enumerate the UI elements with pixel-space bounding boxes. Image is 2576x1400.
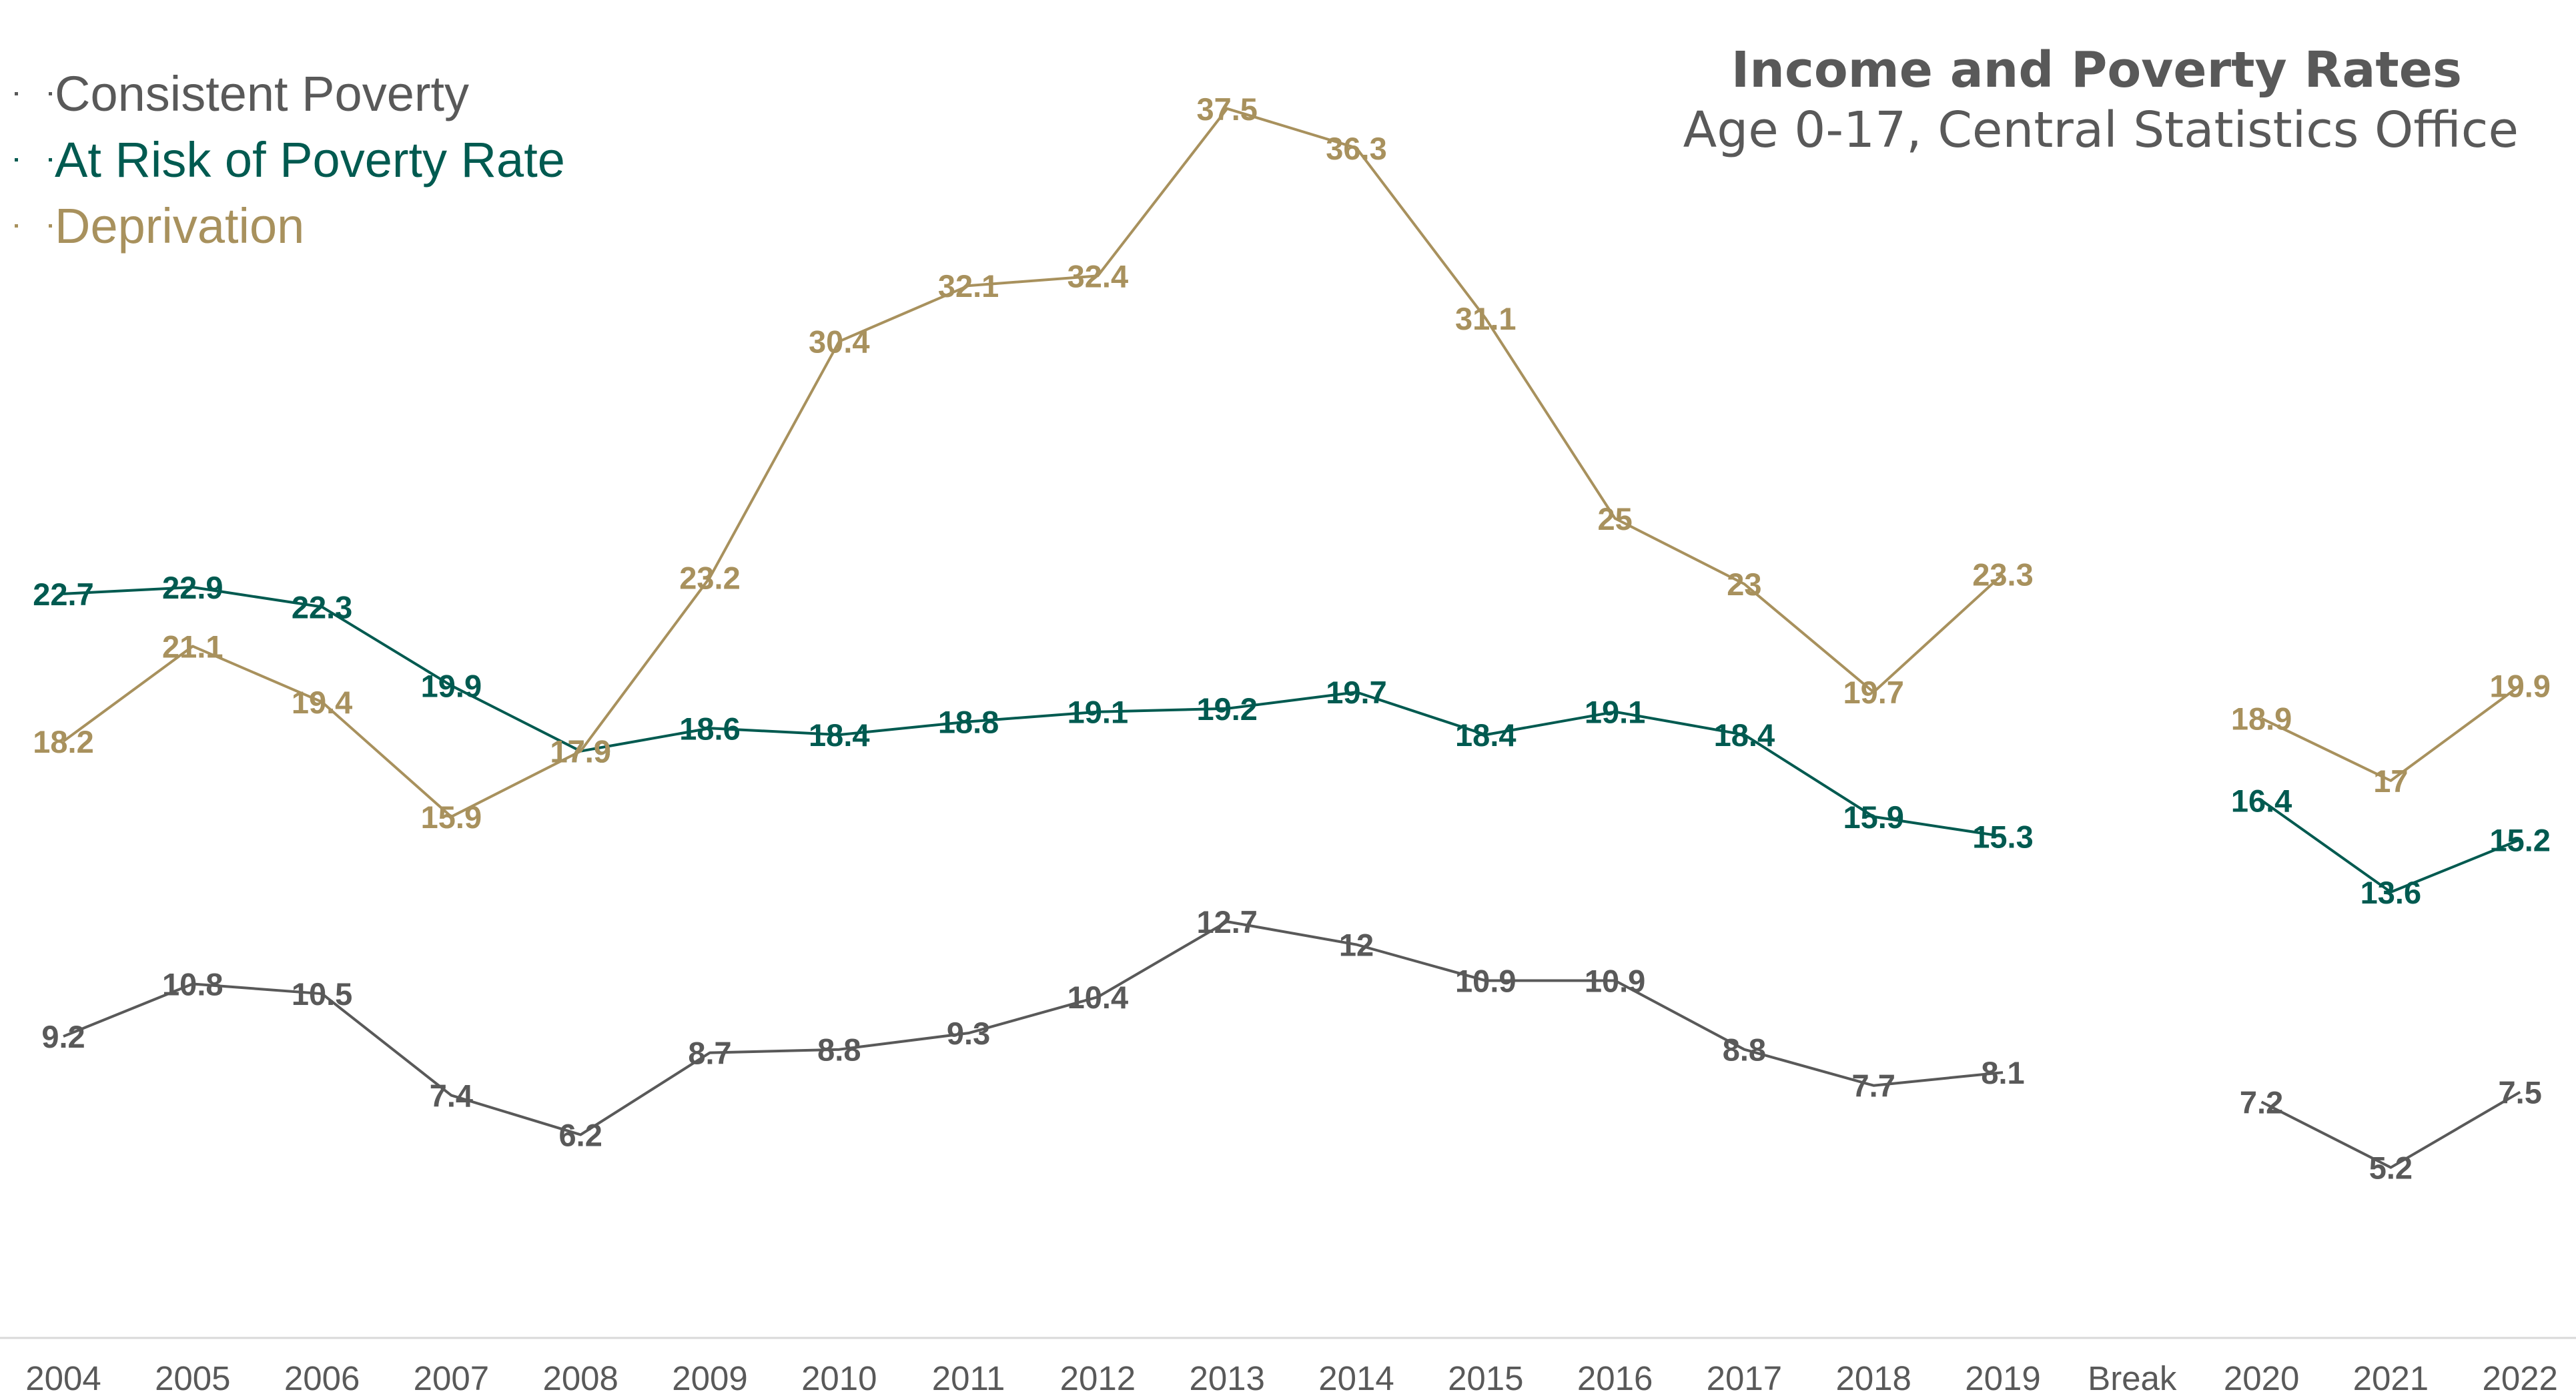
legend-marker — [49, 224, 52, 228]
data-label: 22.3 — [292, 590, 352, 625]
data-label: 30.4 — [809, 324, 869, 360]
data-label: 15.9 — [421, 799, 482, 835]
x-tick-label: 2010 — [801, 1359, 877, 1397]
data-label: 8.7 — [688, 1036, 731, 1071]
data-label: 18.4 — [1714, 717, 1775, 753]
x-tick-label: 2017 — [1707, 1359, 1782, 1397]
data-label: 19.4 — [292, 685, 352, 720]
x-tick-label: 2020 — [2224, 1359, 2299, 1397]
data-label: 36.3 — [1326, 131, 1386, 166]
data-label: 37.5 — [1196, 91, 1257, 127]
data-label: 8.1 — [1981, 1055, 2024, 1090]
data-label: 18.9 — [2231, 701, 2292, 737]
data-label: 17.9 — [550, 734, 610, 769]
legend-marker — [15, 224, 18, 228]
x-tick-label: 2011 — [932, 1359, 1005, 1397]
legend-marker — [49, 92, 52, 95]
data-label: 8.8 — [817, 1032, 861, 1068]
data-label: 19.7 — [1843, 675, 1903, 710]
data-label: 19.1 — [1067, 695, 1128, 730]
series-line-1 — [2260, 799, 2521, 894]
x-tick-label: 2012 — [1060, 1359, 1136, 1397]
series-lines — [62, 107, 2521, 1169]
x-tick-label: 2014 — [1318, 1359, 1394, 1397]
data-label: 22.9 — [162, 570, 223, 605]
x-tick-label: Break — [2088, 1359, 2177, 1397]
data-label: 19.9 — [421, 668, 482, 703]
x-tick-label: 2018 — [1835, 1359, 1911, 1397]
data-label: 32.1 — [938, 268, 999, 304]
legend-marker — [49, 158, 52, 161]
x-tick-label: 2006 — [284, 1359, 360, 1397]
x-tick-label: 2009 — [672, 1359, 747, 1397]
data-label: 9.2 — [41, 1019, 85, 1054]
legend-entry: Consistent Poverty — [55, 66, 469, 121]
data-label: 19.1 — [1585, 695, 1645, 730]
x-tick-label: 2021 — [2353, 1359, 2429, 1397]
legend-marker — [15, 158, 18, 161]
x-tick-label: 2004 — [25, 1359, 101, 1397]
x-tick-label: 2015 — [1448, 1359, 1523, 1397]
data-label: 10.9 — [1455, 964, 1516, 999]
data-label: 23.3 — [1972, 557, 2033, 592]
data-label: 18.6 — [679, 711, 740, 746]
data-label: 19.2 — [1196, 691, 1257, 727]
data-label: 22.7 — [33, 577, 93, 612]
data-label: 21.1 — [162, 629, 223, 664]
data-label: 17 — [2373, 763, 2408, 799]
data-label: 7.7 — [1852, 1068, 1895, 1104]
series-line-1 — [63, 586, 2004, 838]
data-label: 12.7 — [1196, 904, 1257, 940]
data-label: 16.4 — [2231, 783, 2292, 818]
data-label: 6.2 — [559, 1117, 602, 1152]
chart-title: Income and Poverty Rates — [1731, 41, 2462, 99]
series-line-0 — [63, 920, 2004, 1136]
data-label: 25 — [1597, 501, 1632, 537]
x-axis-ticks: 2004 2005 2006 2007 2008 2009 2010 2011 2012 2013… — [25, 1359, 2558, 1397]
data-label: 32.4 — [1067, 258, 1128, 294]
legend-entry: Deprivation — [55, 198, 304, 254]
data-label: 12 — [1339, 928, 1374, 963]
legend: Consistent Poverty At Risk of Poverty Rat… — [15, 66, 565, 254]
data-label: 13.6 — [2360, 875, 2421, 910]
data-label: 8.8 — [1723, 1032, 1766, 1068]
legend-marker — [15, 92, 18, 95]
data-label: 23.2 — [679, 560, 740, 595]
data-labels: 9.2 10.8 10.5 7.4 6.2 8.7 8.8 9.3 10.4 12.7 12 10.9… — [33, 91, 2551, 1186]
x-tick-label: 2016 — [1577, 1359, 1653, 1397]
data-label: 18.8 — [938, 704, 999, 739]
data-label: 10.9 — [1585, 964, 1645, 999]
chart-subtitle: Age 0-17, Central Statistics Office — [1683, 101, 2519, 159]
x-tick-label: 2007 — [414, 1359, 489, 1397]
data-label: 18.2 — [33, 724, 93, 759]
data-label: 15.9 — [1843, 799, 1903, 835]
data-label: 7.4 — [430, 1078, 473, 1113]
data-label: 31.1 — [1455, 301, 1516, 336]
data-label: 5.2 — [2369, 1150, 2413, 1186]
x-tick-label: 2008 — [542, 1359, 618, 1397]
x-tick-label: 2013 — [1189, 1359, 1264, 1397]
data-label: 15.3 — [1972, 819, 2033, 854]
x-tick-label: 2022 — [2482, 1359, 2557, 1397]
series-line-2 — [2260, 684, 2521, 782]
series-line-0 — [2260, 1090, 2521, 1169]
data-label: 17.9 — [550, 734, 610, 769]
x-tick-label: 2005 — [155, 1359, 230, 1397]
series-line-2 — [62, 107, 2004, 818]
data-label: 10.8 — [162, 966, 223, 1002]
data-label: 10.5 — [292, 976, 352, 1012]
x-tick-label: 2019 — [1965, 1359, 2040, 1397]
data-label: 9.3 — [947, 1016, 990, 1051]
data-label: 23 — [1727, 567, 1761, 602]
data-label: 18.4 — [1455, 717, 1516, 753]
data-label: 15.2 — [2489, 822, 2550, 857]
legend-entry: At Risk of Poverty Rate — [55, 132, 565, 188]
data-label: 19.9 — [2489, 668, 2550, 703]
data-label: 18.4 — [809, 717, 869, 753]
data-label: 7.2 — [2240, 1084, 2283, 1120]
data-label: 10.4 — [1067, 980, 1128, 1015]
data-label: 19.7 — [1326, 675, 1386, 710]
data-label: 7.5 — [2499, 1075, 2542, 1110]
